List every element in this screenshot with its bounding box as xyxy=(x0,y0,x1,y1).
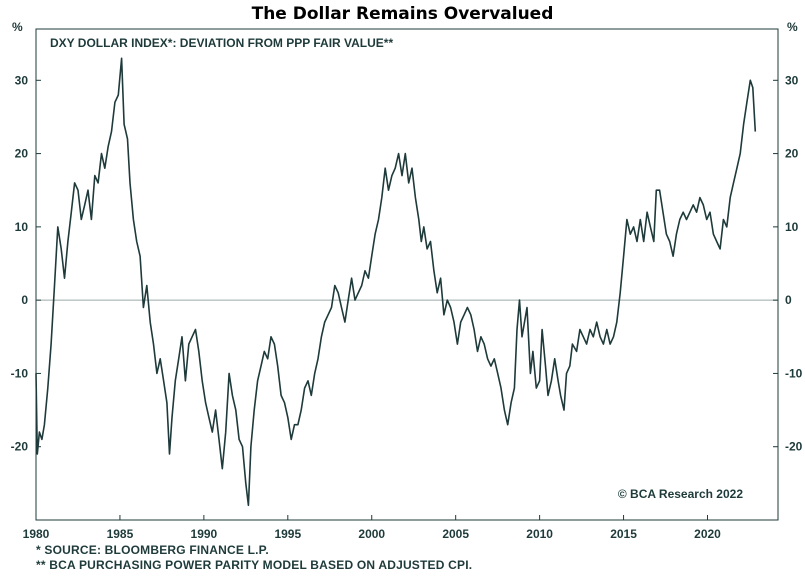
x-tick-label: 2005 xyxy=(442,527,469,541)
footnote-source: * SOURCE: BLOOMBERG FINANCE L.P. xyxy=(36,543,269,557)
y-tick-label-left: 0 xyxy=(21,293,28,307)
series-line xyxy=(35,57,757,507)
right-unit-label: % xyxy=(787,20,798,34)
footnote-model: ** BCA PURCHASING POWER PARITY MODEL BAS… xyxy=(36,558,473,572)
x-tick-label: 1985 xyxy=(107,527,134,541)
footnotes: * SOURCE: BLOOMBERG FINANCE L.P. ** BCA … xyxy=(36,543,472,573)
x-tick-label: 1980 xyxy=(23,527,50,541)
y-tick-label-left: -10 xyxy=(11,366,29,380)
chart-title: The Dollar Remains Overvalued xyxy=(251,4,554,24)
x-tick-label: 1995 xyxy=(274,527,301,541)
y-tick-label-right: 0 xyxy=(785,293,792,307)
y-tick-label-left: 20 xyxy=(15,147,29,161)
source-credit: © BCA Research 2022 xyxy=(618,487,743,501)
x-tick-label: 2010 xyxy=(526,527,553,541)
y-tick-label-right: -10 xyxy=(785,366,803,380)
y-tick-label-left: 30 xyxy=(15,73,29,87)
y-tick-label-left: -20 xyxy=(11,440,29,454)
chart-subtitle: DXY DOLLAR INDEX*: DEVIATION FROM PPP FA… xyxy=(50,36,393,50)
line-chart: % % DXY DOLLAR INDEX*: DEVIATION FROM PP… xyxy=(11,20,803,541)
left-unit-label: % xyxy=(12,20,23,34)
plot-frame xyxy=(35,28,779,521)
x-tick-label: 1990 xyxy=(191,527,218,541)
y-tick-label-right: 30 xyxy=(785,73,799,87)
y-tick-label-left: 10 xyxy=(15,220,29,234)
x-tick-label: 2000 xyxy=(358,527,385,541)
y-tick-label-right: 10 xyxy=(785,220,799,234)
x-tick-label: 2020 xyxy=(694,527,721,541)
y-tick-label-right: 20 xyxy=(785,147,799,161)
y-tick-label-right: -20 xyxy=(785,440,803,454)
x-tick-label: 2015 xyxy=(610,527,637,541)
